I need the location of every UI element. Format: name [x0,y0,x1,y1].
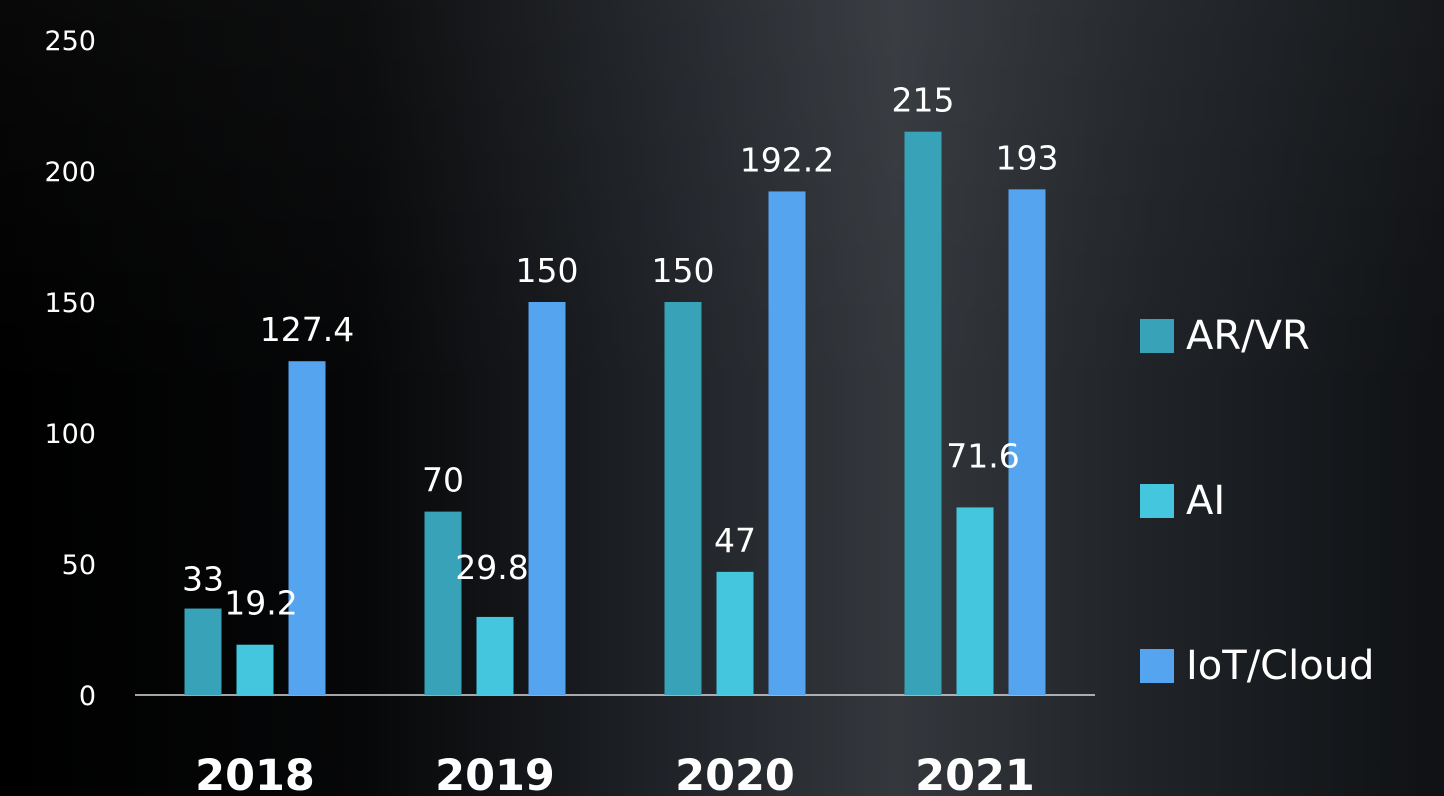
legend-label: IoT/Cloud [1186,643,1374,689]
legend: AR/VR AI IoT/Cloud [1140,313,1374,689]
data-label: 70 [422,461,464,500]
x-tick-label: 2021 [915,751,1035,796]
data-label: 193 [996,138,1059,177]
legend-swatch [1140,649,1174,683]
data-label: 19.2 [224,584,297,623]
data-label: 215 [892,81,955,120]
bar-ar-vr-2021 [904,131,942,695]
x-tick-label: 2020 [675,751,795,796]
bar-iot-cloud-2019 [528,302,566,695]
legend-swatch [1140,484,1174,518]
y-tick-label: 150 [44,288,96,319]
x-axis: 2018 2019 2020 2021 [195,751,1035,796]
y-tick-label: 100 [44,419,96,450]
y-tick-label: 200 [44,157,96,188]
legend-label: AI [1186,478,1225,524]
data-label: 150 [652,251,715,290]
data-label: 127.4 [260,310,354,349]
bar-ar-vr-2019 [424,511,462,695]
bar-ar-vr-2018 [184,608,222,695]
data-label: 29.8 [455,548,528,587]
legend-swatch [1140,319,1174,353]
data-label: 47 [714,521,756,560]
bar-ai-2021 [956,507,994,695]
bar-iot-cloud-2018 [288,361,326,695]
x-tick-label: 2019 [435,751,555,796]
bar-iot-cloud-2020 [768,191,806,695]
y-axis: 0 50 100 150 200 250 [44,26,96,712]
bar-ar-vr-2020 [664,302,702,695]
y-tick-label: 50 [62,550,96,581]
data-label: 150 [516,251,579,290]
y-tick-label: 0 [79,681,96,712]
data-label: 192.2 [740,140,834,179]
legend-label: AR/VR [1186,313,1310,359]
bars [184,131,1046,695]
y-tick-label: 250 [44,26,96,57]
bar-ai-2019 [476,616,514,695]
x-tick-label: 2018 [195,751,315,796]
bar-ai-2018 [236,644,274,695]
bar-iot-cloud-2021 [1008,189,1046,695]
bar-ai-2020 [716,571,754,695]
data-label: 71.6 [946,436,1019,475]
data-label: 33 [182,560,224,599]
